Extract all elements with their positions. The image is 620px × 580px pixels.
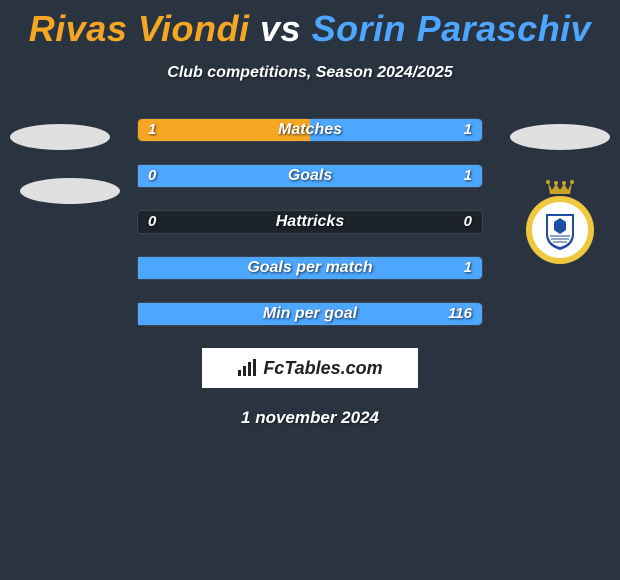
player1-name: Rivas Viondi <box>29 8 250 49</box>
stats-bars: 11Matches 01Goals 00Hattricks 1Goals per ma… <box>0 118 620 326</box>
stat-bar: 11Matches <box>137 118 483 142</box>
stat-label: Hattricks <box>138 211 482 233</box>
stat-label: Min per goal <box>138 303 482 325</box>
logo-label: FcTables.com <box>263 358 382 379</box>
vs-text: vs <box>260 8 301 49</box>
stat-bar: 00Hattricks <box>137 210 483 234</box>
stat-bar: 01Goals <box>137 164 483 188</box>
stat-bar: 1Goals per match <box>137 256 483 280</box>
stat-label: Goals <box>138 165 482 187</box>
comparison-title: Rivas Viondi vs Sorin Paraschiv <box>0 0 620 50</box>
stat-label: Matches <box>138 119 482 141</box>
stat-label: Goals per match <box>138 257 482 279</box>
source-logo: FcTables.com <box>202 348 418 388</box>
subtitle: Club competitions, Season 2024/2025 <box>0 64 620 82</box>
date-label: 1 november 2024 <box>0 408 620 428</box>
stat-bar: 116Min per goal <box>137 302 483 326</box>
bar-chart-icon <box>237 359 259 377</box>
player2-name: Sorin Paraschiv <box>312 8 592 49</box>
